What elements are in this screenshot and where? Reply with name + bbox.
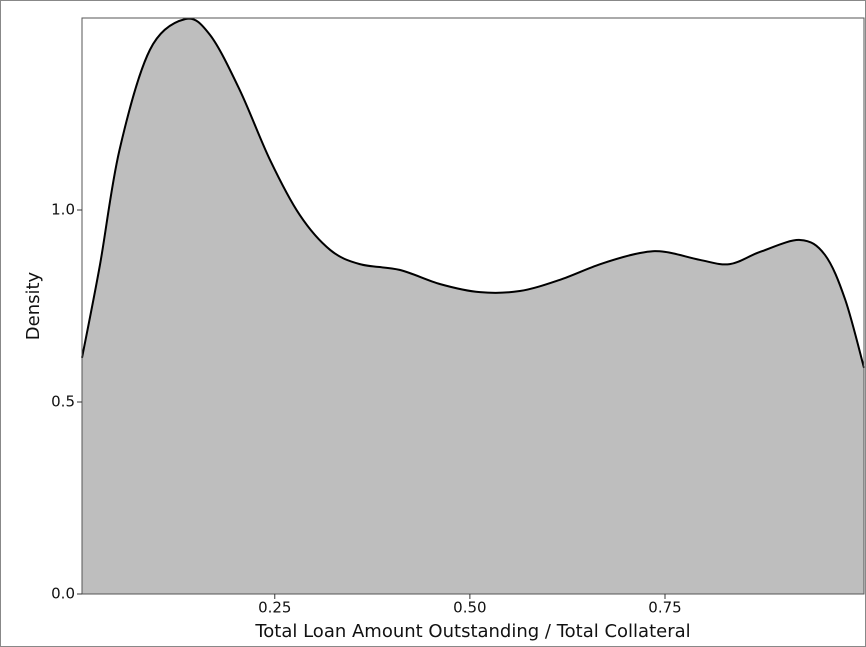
x-tick-label: 0.75	[648, 599, 681, 617]
y-tick-label: 0.5	[51, 393, 75, 411]
area-fill	[82, 18, 864, 594]
x-tick-label: 0.50	[453, 599, 486, 617]
y-tick-label: 1.0	[51, 201, 75, 219]
x-axis-title: Total Loan Amount Outstanding / Total Co…	[254, 621, 690, 642]
plot-border	[81, 17, 865, 595]
x-tick-label: 0.25	[258, 599, 291, 617]
density-line	[81, 17, 865, 369]
y-tick-label: 0.0	[51, 585, 75, 603]
y-axis-title: Density	[23, 271, 44, 340]
